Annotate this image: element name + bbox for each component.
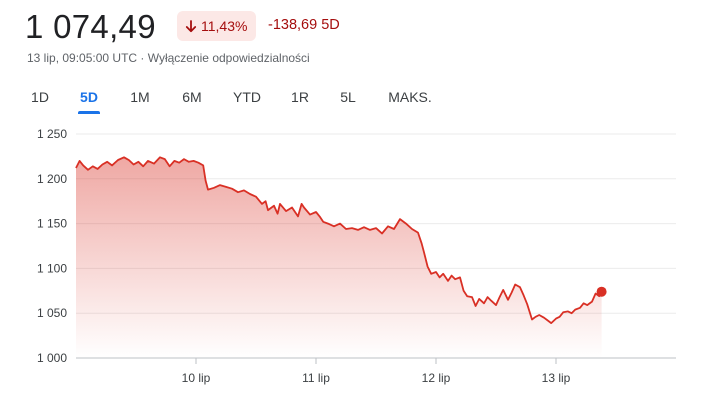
time-range-tabs: 1D 5D 1M 6M YTD 1R 5L MAKS.: [27, 84, 433, 114]
y-tick-label: 1 050: [37, 306, 67, 320]
disclaimer-link[interactable]: Wyłączenie odpowiedzialności: [147, 51, 310, 65]
x-tick-label: 12 lip: [422, 371, 451, 385]
y-tick-label: 1 100: [37, 261, 67, 275]
quote-subline: 13 lip, 09:05:00 UTC · Wyłączenie odpowi…: [27, 51, 310, 65]
x-tick-label: 13 lip: [542, 371, 571, 385]
x-tick-label: 11 lip: [302, 371, 330, 385]
y-tick-label: 1 150: [37, 217, 67, 231]
tab-1m[interactable]: 1M: [130, 89, 150, 105]
percent-change-badge: 11,43%: [177, 11, 257, 41]
separator-dot: ·: [137, 51, 148, 65]
percent-change-value: 11,43%: [201, 18, 248, 34]
price-line: [75, 156, 603, 324]
absolute-change: -138,69 5D: [268, 17, 340, 33]
price-chart[interactable]: 1 250 1 200 1 150 1 100 1 050 1 000 10 lip 11 l…: [0, 120, 720, 405]
quote-timestamp: 13 lip, 09:05:00 UTC: [27, 51, 138, 65]
current-price: 1 074,49: [25, 8, 156, 45]
tab-5l[interactable]: 5L: [340, 89, 356, 105]
tab-maks[interactable]: MAKS.: [388, 89, 432, 105]
y-tick-label: 1 000: [37, 351, 67, 365]
tab-5d[interactable]: 5D: [78, 84, 100, 114]
y-tick-label: 1 200: [37, 172, 67, 186]
tab-1r[interactable]: 1R: [291, 89, 309, 105]
tab-1d[interactable]: 1D: [31, 89, 49, 105]
y-tick-label: 1 250: [37, 127, 67, 141]
arrow-down-icon: [185, 19, 197, 32]
x-tick-label: 10 lip: [182, 371, 211, 385]
tab-6m[interactable]: 6M: [182, 89, 202, 105]
current-price-dot: [596, 286, 607, 297]
price-area-fill: [76, 157, 602, 358]
tab-ytd[interactable]: YTD: [233, 89, 261, 105]
